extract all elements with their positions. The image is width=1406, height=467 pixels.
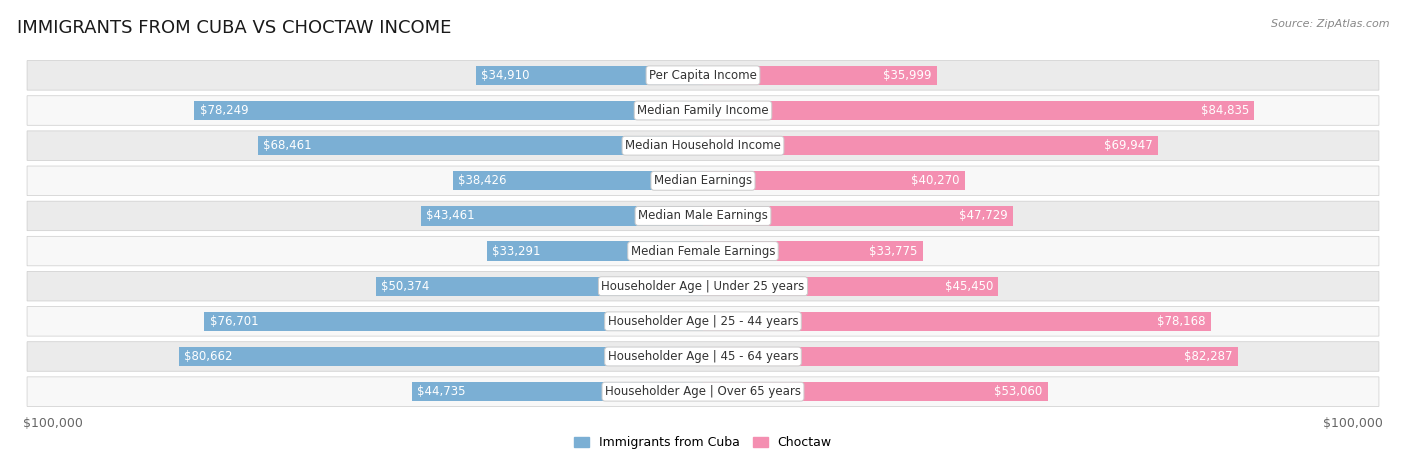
FancyBboxPatch shape xyxy=(27,96,1379,125)
Bar xyxy=(259,136,703,156)
FancyBboxPatch shape xyxy=(27,61,1379,90)
Bar xyxy=(375,276,703,296)
Text: Median Earnings: Median Earnings xyxy=(654,174,752,187)
Text: $78,249: $78,249 xyxy=(200,104,249,117)
Text: $84,835: $84,835 xyxy=(1201,104,1249,117)
Bar xyxy=(703,206,1014,226)
Text: $44,735: $44,735 xyxy=(418,385,465,398)
Text: Median Household Income: Median Household Income xyxy=(626,139,780,152)
FancyBboxPatch shape xyxy=(27,166,1379,196)
Text: Householder Age | 25 - 44 years: Householder Age | 25 - 44 years xyxy=(607,315,799,328)
Bar xyxy=(486,241,703,261)
Bar xyxy=(703,241,922,261)
Bar xyxy=(703,311,1211,331)
Text: $47,729: $47,729 xyxy=(959,209,1008,222)
FancyBboxPatch shape xyxy=(27,131,1379,160)
Text: $33,291: $33,291 xyxy=(492,245,540,258)
FancyBboxPatch shape xyxy=(27,271,1379,301)
Text: $50,374: $50,374 xyxy=(381,280,429,293)
Bar xyxy=(412,382,703,401)
FancyBboxPatch shape xyxy=(27,201,1379,231)
Text: $38,426: $38,426 xyxy=(458,174,508,187)
FancyBboxPatch shape xyxy=(27,307,1379,336)
Text: $68,461: $68,461 xyxy=(263,139,312,152)
Text: Householder Age | Under 25 years: Householder Age | Under 25 years xyxy=(602,280,804,293)
Text: $43,461: $43,461 xyxy=(426,209,474,222)
Text: $80,662: $80,662 xyxy=(184,350,232,363)
Text: $78,168: $78,168 xyxy=(1157,315,1206,328)
Bar xyxy=(703,347,1237,366)
Bar xyxy=(703,276,998,296)
Text: IMMIGRANTS FROM CUBA VS CHOCTAW INCOME: IMMIGRANTS FROM CUBA VS CHOCTAW INCOME xyxy=(17,19,451,37)
Bar xyxy=(703,136,1157,156)
Text: $82,287: $82,287 xyxy=(1184,350,1233,363)
Bar xyxy=(477,66,703,85)
Text: $40,270: $40,270 xyxy=(911,174,959,187)
Bar xyxy=(703,171,965,191)
Text: Source: ZipAtlas.com: Source: ZipAtlas.com xyxy=(1271,19,1389,28)
Bar xyxy=(703,382,1047,401)
Text: $76,701: $76,701 xyxy=(209,315,259,328)
Text: $34,910: $34,910 xyxy=(481,69,530,82)
Bar xyxy=(703,66,936,85)
Text: $53,060: $53,060 xyxy=(994,385,1043,398)
FancyBboxPatch shape xyxy=(27,236,1379,266)
Text: Median Female Earnings: Median Female Earnings xyxy=(631,245,775,258)
Bar xyxy=(420,206,703,226)
Text: Median Family Income: Median Family Income xyxy=(637,104,769,117)
Bar xyxy=(194,101,703,120)
FancyBboxPatch shape xyxy=(27,377,1379,406)
Text: $35,999: $35,999 xyxy=(883,69,932,82)
Text: Householder Age | Over 65 years: Householder Age | Over 65 years xyxy=(605,385,801,398)
Bar xyxy=(204,311,703,331)
FancyBboxPatch shape xyxy=(27,342,1379,371)
Text: $45,450: $45,450 xyxy=(945,280,993,293)
Text: Per Capita Income: Per Capita Income xyxy=(650,69,756,82)
Text: $69,947: $69,947 xyxy=(1104,139,1153,152)
Bar xyxy=(179,347,703,366)
Bar xyxy=(453,171,703,191)
Text: Median Male Earnings: Median Male Earnings xyxy=(638,209,768,222)
Legend: Immigrants from Cuba, Choctaw: Immigrants from Cuba, Choctaw xyxy=(569,432,837,454)
Bar xyxy=(703,101,1254,120)
Text: Householder Age | 45 - 64 years: Householder Age | 45 - 64 years xyxy=(607,350,799,363)
Text: $33,775: $33,775 xyxy=(869,245,917,258)
